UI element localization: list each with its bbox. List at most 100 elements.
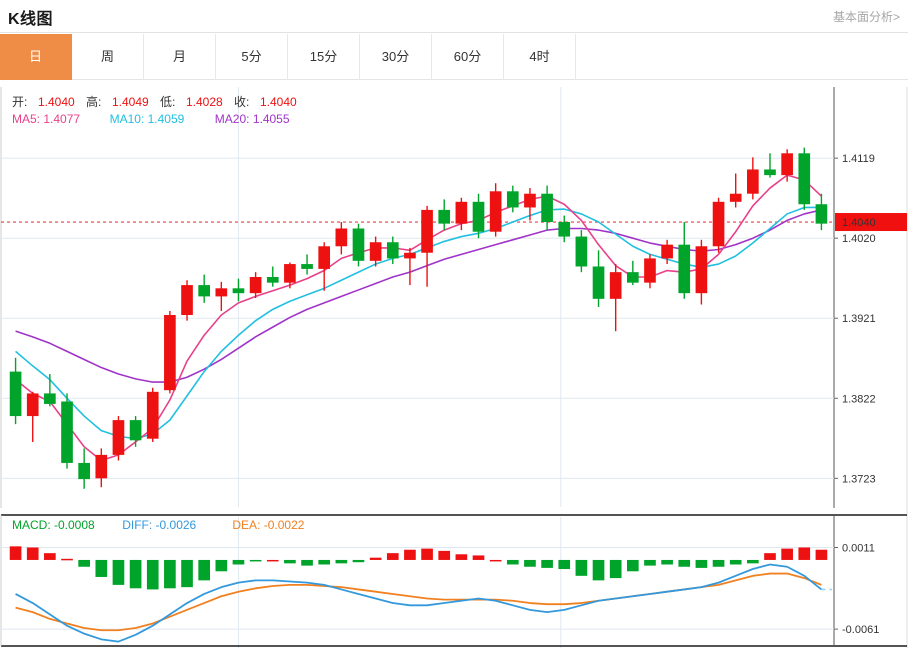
tab-0[interactable]: 日 (0, 34, 72, 80)
macd-histogram-bar (129, 559, 142, 589)
macd-histogram-bar (609, 559, 622, 579)
candle-body (112, 420, 125, 455)
candle-body (558, 222, 571, 237)
macd-histogram-bar (26, 547, 39, 560)
candle-body (472, 201, 485, 232)
tab-2[interactable]: 月 (144, 34, 216, 80)
macd-histogram-bar (404, 549, 416, 560)
macd-histogram-bar (164, 559, 176, 589)
ohlc-open-value: 1.4040 (38, 95, 75, 109)
tab-5[interactable]: 30分 (360, 34, 432, 80)
candle-body (506, 191, 519, 208)
macd-histogram-bar (215, 559, 228, 572)
ohlc-open-label: 开: (12, 95, 27, 109)
macd-histogram-bar (421, 548, 433, 560)
candle-body (352, 228, 365, 261)
candle-body (661, 244, 673, 259)
macd-histogram-bar (112, 559, 125, 585)
macd-histogram-bar (626, 559, 639, 572)
candle-body (524, 193, 536, 208)
diff-legend: DIFF: -0.0026 (122, 518, 196, 532)
candle-body (301, 264, 313, 269)
macd-histogram-bar (764, 553, 776, 560)
macd-histogram-bar (232, 559, 245, 565)
ohlc-close-value: 1.4040 (260, 95, 297, 109)
candle-body (438, 209, 451, 224)
tabbar-filler (576, 34, 908, 80)
tab-3[interactable]: 5分 (216, 34, 288, 80)
tab-4[interactable]: 15分 (288, 34, 360, 80)
candle-body (26, 393, 39, 417)
macd-histogram-bar (438, 550, 451, 560)
candle-body (249, 277, 262, 294)
macd-histogram-bar (318, 559, 331, 565)
kline-chart-svg[interactable]: 1.4119 1.4020 1.3921 1.3822 1.3723 1.4040 0.00… (0, 80, 908, 648)
candle-body (9, 371, 22, 417)
macd-histogram-bar (695, 559, 708, 568)
macd-histogram-bar (284, 559, 296, 564)
candle-body (95, 454, 108, 479)
macd-histogram-bar (712, 559, 725, 567)
current-price-badge-label: 1.4040 (842, 217, 876, 229)
ohlc-high-value: 1.4049 (112, 95, 149, 109)
macd-histogram-bar (524, 559, 536, 567)
candle-body (44, 393, 56, 404)
candle-body (815, 204, 828, 224)
candle-body (678, 244, 691, 294)
macd-histogram-bar (798, 547, 811, 560)
tab-1[interactable]: 周 (72, 34, 144, 80)
candle-body (541, 193, 553, 223)
ohlc-high-label: 高: (86, 94, 101, 109)
macd-histogram-bar (146, 559, 159, 590)
candle-body (798, 153, 811, 205)
macd-histogram-bar (506, 559, 519, 565)
candle-body (146, 391, 159, 439)
candle-body (695, 246, 708, 294)
page-header: K线图 基本面分析> (0, 0, 908, 33)
candle-body (129, 420, 142, 441)
timeframe-tabbar: 日周月 5分 15分 30分 60分 4时 (0, 34, 908, 80)
ohlc-low-label: 低: (160, 95, 175, 109)
page-title: K线图 (8, 11, 54, 28)
macd-histogram-bar (95, 559, 108, 577)
macd-histogram-bar (369, 557, 382, 560)
ohlc-close-label: 收: (234, 95, 249, 109)
kline-chart-area[interactable]: 1.4119 1.4020 1.3921 1.3822 1.3723 1.4040 0.00… (0, 80, 908, 648)
candle-body (164, 315, 176, 391)
macd-histogram-bar (352, 559, 365, 563)
macd-histogram-bar (815, 549, 828, 560)
current-price-badge (835, 213, 907, 232)
candle-body (626, 272, 639, 283)
macd-histogram-bar (472, 555, 485, 560)
candle-body (386, 242, 399, 259)
macd-histogram-bar (678, 559, 691, 567)
macd-histogram-bar (198, 559, 211, 581)
candle-body (455, 201, 468, 224)
macd-histogram-bar (249, 559, 262, 562)
candle-body (318, 246, 331, 269)
macd-histogram-bar (335, 559, 348, 564)
price-tick-label-0: 1.4119 (842, 153, 875, 165)
candle-body (284, 264, 296, 283)
tab-7[interactable]: 4时 (504, 34, 576, 80)
macd-histogram-bar (44, 553, 56, 560)
candle-body (592, 266, 605, 299)
macd-histogram-bar (181, 559, 193, 588)
macd-histogram-bar (781, 548, 793, 560)
candle-body (404, 252, 416, 259)
candle-body (215, 288, 228, 297)
candle-body (421, 209, 433, 253)
macd-histogram-bar (9, 546, 22, 560)
candle-body (747, 169, 759, 194)
candle-body (232, 288, 245, 294)
tab-6[interactable]: 60分 (432, 34, 504, 80)
fundamental-analysis-link[interactable]: 基本面分析> (832, 10, 900, 24)
candle-body (781, 153, 793, 176)
candle-body (489, 191, 502, 232)
candle-body (335, 228, 348, 247)
macd-histogram-bar (61, 558, 73, 561)
macd-legend: MACD: -0.0008 (12, 518, 95, 532)
ma5-legend: MA5: 1.4077 (12, 112, 80, 126)
candle-body (369, 242, 382, 261)
candle-body (181, 285, 193, 315)
